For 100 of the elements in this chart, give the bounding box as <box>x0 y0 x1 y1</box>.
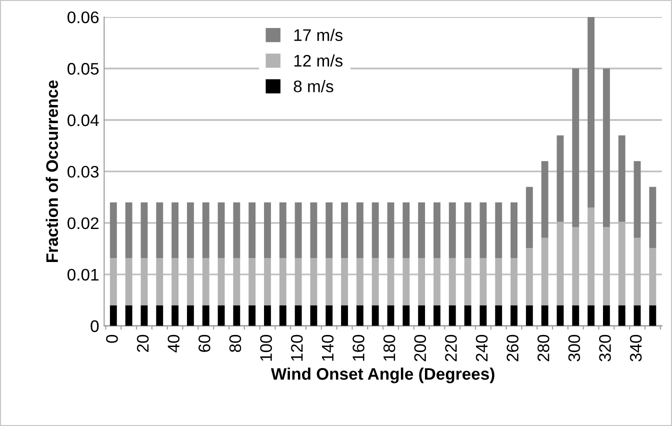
x-tick-label: 260 <box>506 334 518 362</box>
bar <box>202 258 210 306</box>
bar <box>464 258 472 306</box>
bar <box>326 202 333 258</box>
bar <box>602 68 610 228</box>
x-tick-label: 0 <box>106 334 118 343</box>
bar <box>140 258 148 306</box>
bar <box>618 135 626 222</box>
bar <box>602 305 610 326</box>
bar <box>448 258 456 306</box>
x-tick-label: 320 <box>599 334 611 362</box>
bar <box>264 202 271 258</box>
bar <box>464 202 472 258</box>
bar <box>218 202 225 258</box>
x-tick-label: 140 <box>322 334 334 361</box>
bar <box>294 258 302 306</box>
bar <box>618 222 626 306</box>
x-axis-title: Wind Onset Angle (Degrees) <box>270 368 494 384</box>
x-tick-label: 180 <box>383 334 396 361</box>
bar <box>110 305 117 326</box>
bar <box>310 258 318 306</box>
bar <box>541 238 548 306</box>
bar <box>172 305 178 326</box>
bar <box>572 227 580 306</box>
bar <box>480 258 487 306</box>
bar <box>125 258 132 306</box>
x-tick-label: 20 <box>136 334 149 352</box>
bar <box>341 258 348 306</box>
bar <box>125 202 132 258</box>
bar <box>110 258 117 306</box>
x-tick-label: 340 <box>630 334 642 362</box>
bar <box>356 305 364 326</box>
bar <box>434 202 440 258</box>
bar <box>372 305 379 326</box>
bar <box>634 305 641 326</box>
bar <box>279 202 286 258</box>
bar <box>310 305 318 326</box>
bar <box>202 202 210 258</box>
bar <box>541 305 548 326</box>
bar <box>279 258 286 306</box>
bar <box>510 202 518 258</box>
bar <box>495 202 502 258</box>
bar <box>526 305 533 326</box>
bar <box>294 305 302 326</box>
legend-label: 12 m/s <box>294 54 343 67</box>
x-tick-label: 60 <box>198 334 210 352</box>
bar <box>218 305 225 326</box>
bar <box>125 305 132 326</box>
bar <box>248 202 256 258</box>
y-tick-label: 0.04 <box>68 114 99 126</box>
bar <box>572 305 580 326</box>
bar <box>326 305 333 326</box>
x-tick-label: 240 <box>476 334 488 362</box>
bar <box>588 305 595 326</box>
bar <box>294 202 302 258</box>
bar <box>588 17 595 208</box>
bar <box>356 202 364 258</box>
x-tick-label: 300 <box>568 334 580 362</box>
bar <box>495 305 502 326</box>
y-tick-label: 0.06 <box>68 11 99 24</box>
bar <box>140 202 148 258</box>
x-tick-label: 80 <box>229 334 242 352</box>
x-tick-label: 280 <box>537 334 550 362</box>
x-tick-label: 200 <box>414 334 426 362</box>
bar <box>402 258 410 306</box>
bar <box>541 161 548 238</box>
bar <box>602 227 610 306</box>
bar <box>448 202 456 258</box>
bar <box>172 202 178 258</box>
bar <box>387 202 394 258</box>
bar <box>495 258 502 306</box>
bar <box>372 258 379 306</box>
bar <box>526 248 533 306</box>
bar <box>510 305 518 326</box>
x-tick-label: 40 <box>168 334 180 352</box>
bar <box>556 135 564 222</box>
y-tick-label: 0.01 <box>68 268 98 281</box>
bar <box>634 238 641 306</box>
bar <box>310 202 318 258</box>
bar <box>356 258 364 306</box>
bar <box>279 305 286 326</box>
bar <box>156 202 164 258</box>
bar <box>202 305 210 326</box>
bar <box>418 305 426 326</box>
bar <box>448 305 456 326</box>
y-axis-title: Fraction of Occurrence <box>46 80 58 262</box>
bar <box>326 258 333 306</box>
bar <box>649 305 656 326</box>
bar <box>110 202 117 258</box>
x-tick-label: 220 <box>445 334 457 362</box>
bar <box>248 305 256 326</box>
bar <box>618 305 626 326</box>
y-tick-label: 0 <box>90 320 99 332</box>
bar <box>480 305 487 326</box>
legend-label: 8 m/s <box>294 80 334 92</box>
bar <box>418 202 426 258</box>
y-tick-label: 0.02 <box>68 217 98 230</box>
bar <box>556 222 564 306</box>
x-tick-label: 160 <box>352 334 364 361</box>
bar <box>634 161 641 238</box>
